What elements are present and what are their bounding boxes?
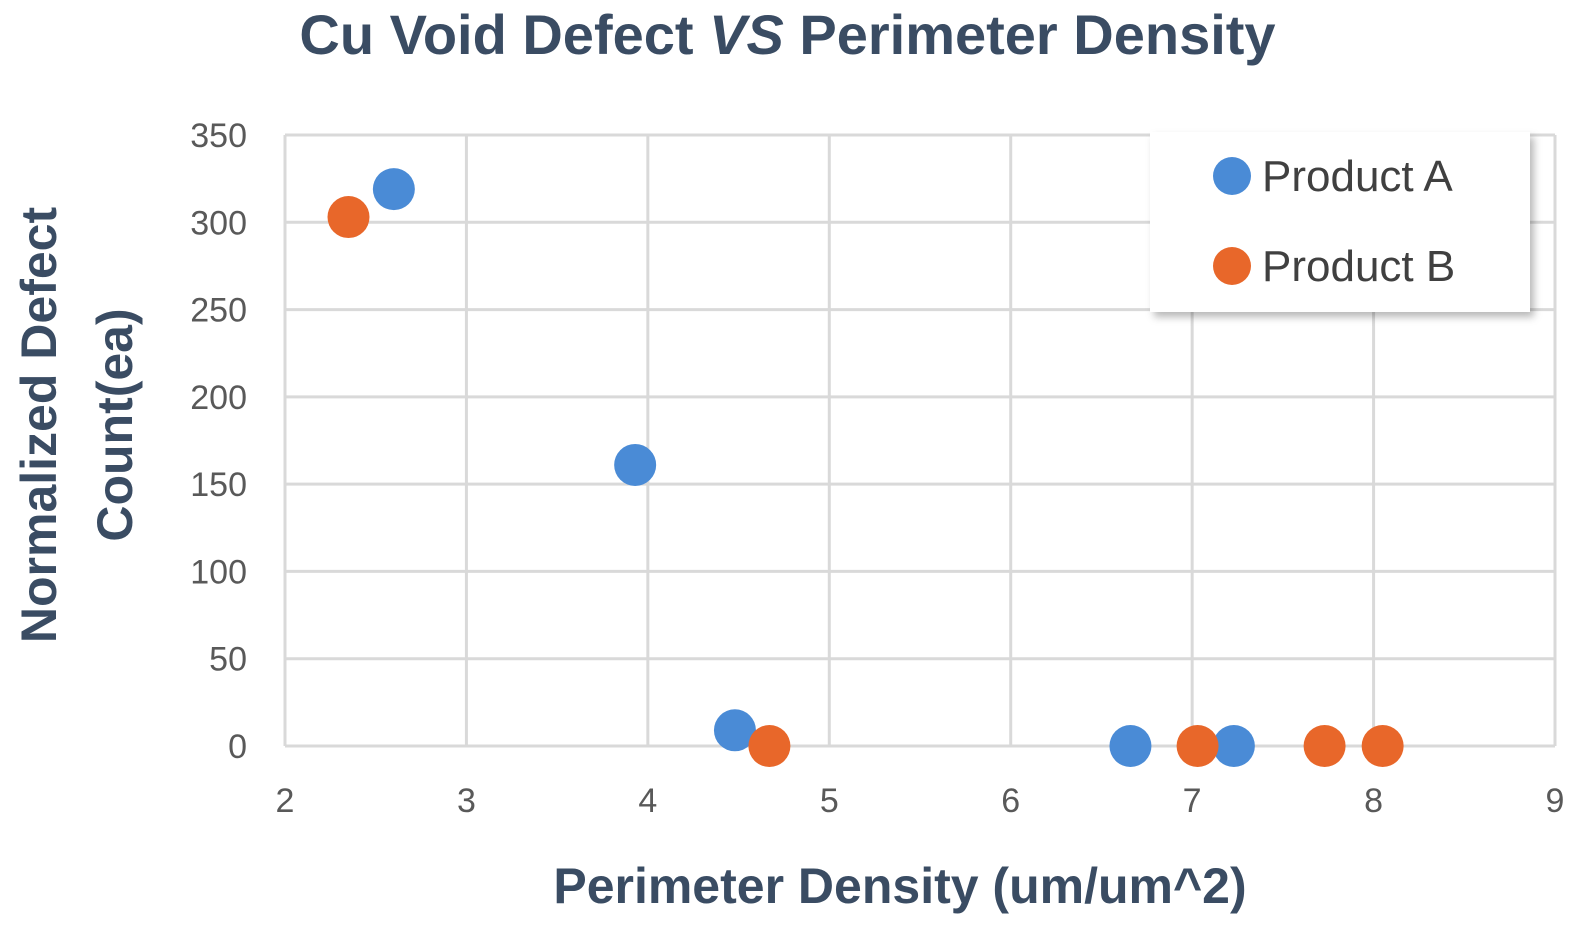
- point-product-b-4: [1361, 725, 1404, 767]
- y-axis-title-line-1: Normalized Defect: [11, 207, 67, 644]
- point-product-a-2: [713, 709, 756, 752]
- x-tick-label-6: 6: [1001, 782, 1020, 820]
- y-tick-label-200: 200: [190, 379, 247, 417]
- tick-labels: 0 50 100 150 200 250 300 350 2 3 4 5 6 7 8 9: [190, 117, 1564, 820]
- y-tick-label-300: 300: [190, 204, 247, 242]
- point-product-a-3: [1109, 725, 1152, 767]
- y-tick-label-50: 50: [209, 641, 247, 679]
- point-product-a-0: [372, 168, 415, 211]
- legend-marker-product-b: [1213, 247, 1251, 285]
- point-product-b-2: [1176, 725, 1219, 767]
- x-tick-label-4: 4: [638, 782, 657, 820]
- y-tick-label-150: 150: [190, 466, 247, 504]
- y-tick-label-250: 250: [190, 292, 247, 330]
- title-part-1: Cu Void Defect: [299, 3, 710, 66]
- point-product-b-0: [327, 196, 370, 239]
- x-tick-label-7: 7: [1183, 782, 1202, 820]
- data-points: [327, 168, 1404, 767]
- title-part-vs: VS: [709, 3, 784, 66]
- y-tick-label-0: 0: [228, 728, 247, 766]
- x-tick-label-3: 3: [457, 782, 476, 820]
- chart-title: Cu Void Defect VS Perimeter Density: [0, 2, 1575, 67]
- legend-label-product-a: Product A: [1262, 152, 1453, 201]
- y-tick-label-100: 100: [190, 553, 247, 591]
- legend-box: [1150, 132, 1530, 312]
- point-product-a-1: [614, 443, 657, 486]
- x-tick-label-2: 2: [276, 782, 295, 820]
- point-product-a-4: [1212, 725, 1255, 767]
- title-part-3: Perimeter Density: [783, 3, 1276, 66]
- y-tick-label-350: 350: [190, 117, 247, 155]
- y-axis-title-line-2: Count(ea): [87, 308, 143, 541]
- legend-label-product-b: Product B: [1262, 242, 1455, 291]
- x-tick-label-5: 5: [820, 782, 839, 820]
- point-product-b-3: [1303, 725, 1346, 767]
- x-axis-title: Perimeter Density (um/um^2): [553, 858, 1246, 914]
- point-product-b-1: [748, 725, 791, 767]
- legend-marker-product-a: [1213, 157, 1251, 195]
- x-tick-label-9: 9: [1546, 782, 1565, 820]
- grid: [283, 133, 1557, 748]
- legend: Product A Product B: [1150, 132, 1530, 312]
- x-tick-label-8: 8: [1364, 782, 1383, 820]
